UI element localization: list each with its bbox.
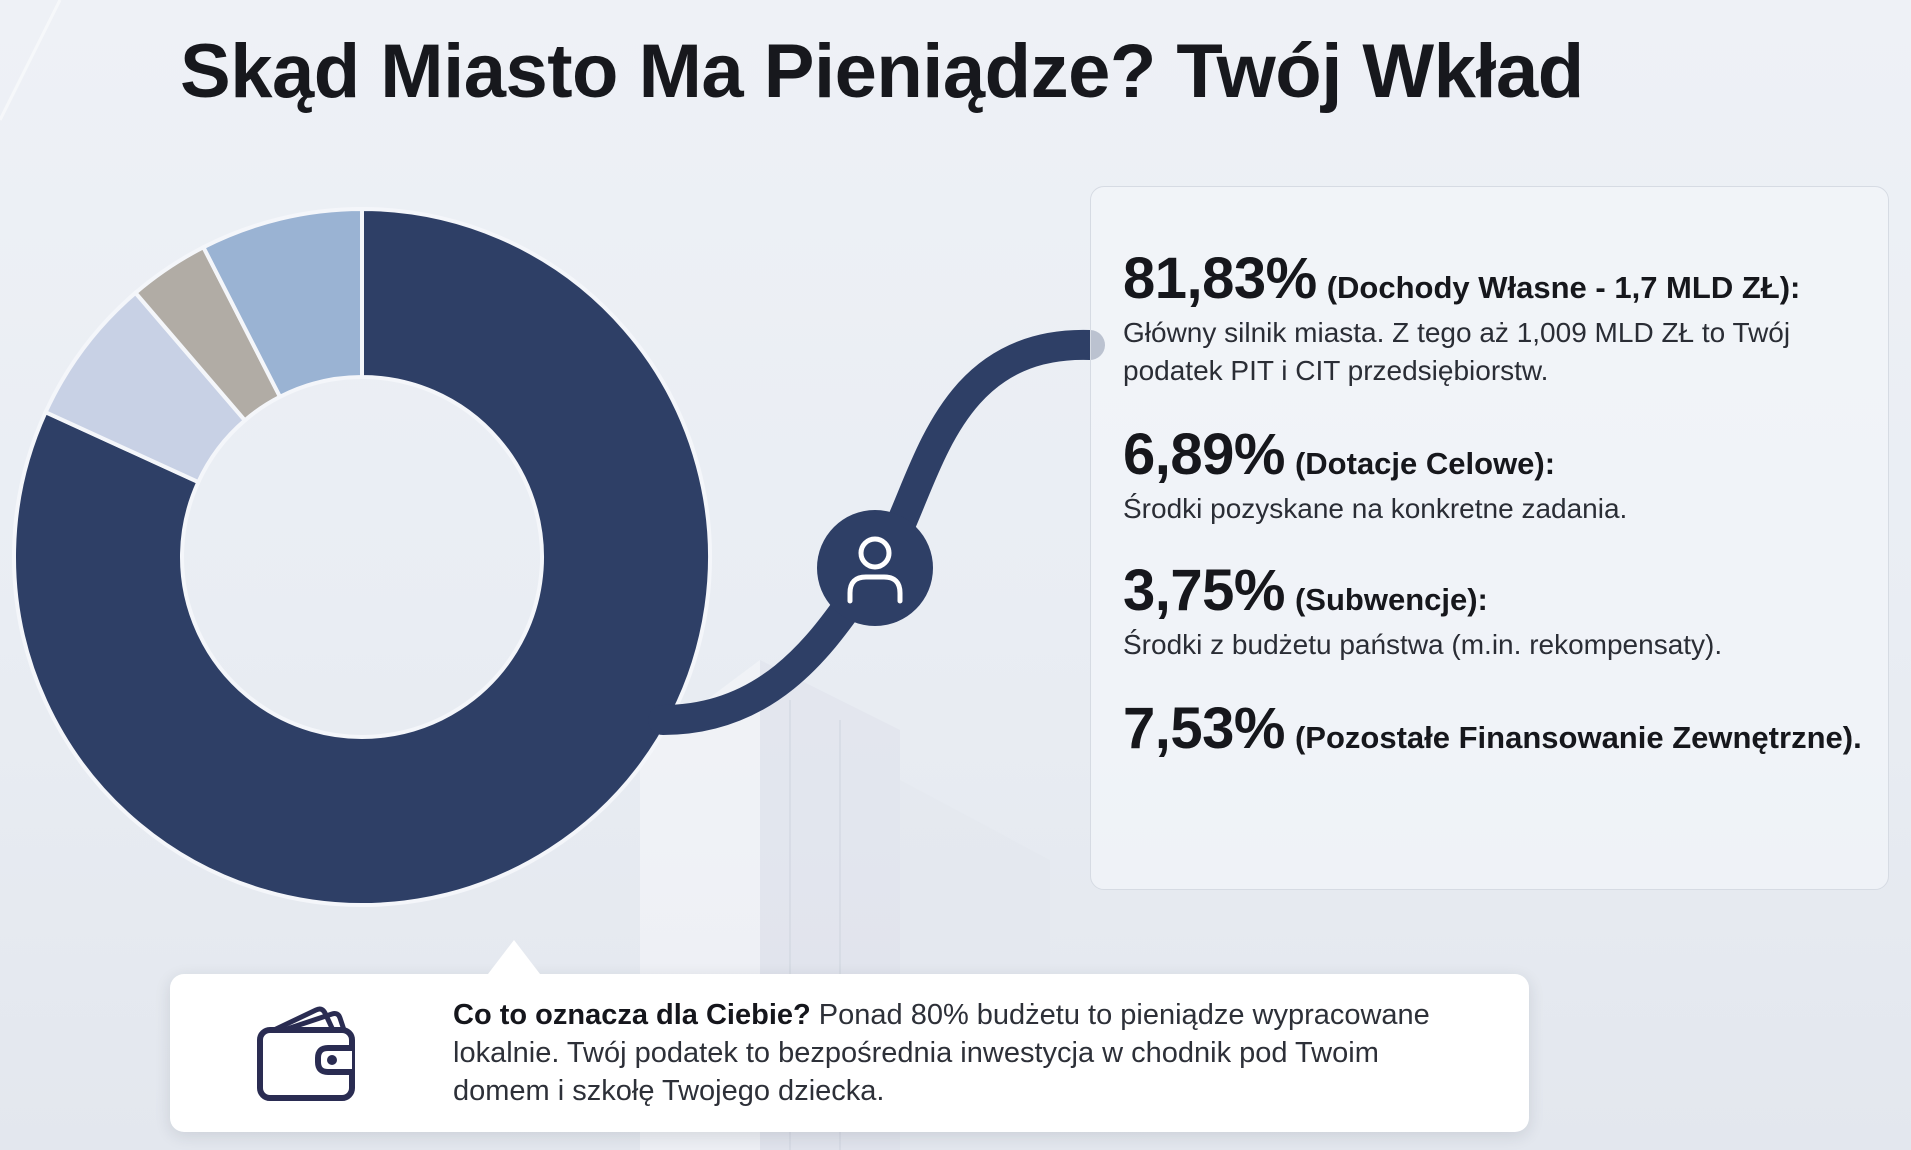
slice-dochody-wlasne [12,206,712,907]
legend-entry-pozostale: 7,53% (Pozostałe Finansowanie Zewnętrzne)… [1123,695,1868,762]
legend-description-dochody-wlasne: Główny silnik miasta. Z tego aż 1,009 ML… [1123,317,1791,386]
legend-label-dotacje-celowe: (Dotacje Celowe): [1294,446,1556,481]
legend-label-subwencje: (Subwencje): [1294,582,1488,617]
data-label-subwencje: 3,75% [1123,558,1285,623]
wallet-icon [257,1006,355,1101]
legend-description-subwencje: Środki z budżetu państwa (m.in. rekompen… [1123,629,1723,660]
page-title: Skąd Miasto Ma Pieniądze? Twój Wkład [180,29,1584,114]
data-label-dotacje-celowe: 6,89% [1123,422,1285,487]
legend-label-pozostale: (Pozostałe Finansowanie Zewnętrzne). [1294,720,1862,755]
legend-entry-dochody-wlasne: 81,83% (Dochody Własne - 1,7 MLD ZŁ): Głó… [1123,245,1868,390]
callout-text: Co to oznacza dla Ciebie? Ponad 80% budż… [453,996,1483,1110]
legend-description-dotacje-celowe: Środki pozyskane na konkretne zadania. [1123,493,1628,524]
legend-entry-subwencje: 3,75% (Subwencje): Środki z budżetu państ… [1123,557,1868,664]
callout-pointer [488,940,540,974]
data-label-pozostale: 7,53% [1123,696,1285,761]
legend-entry-dotacje-celowe: 6,89% (Dotacje Celowe): Środki pozyskane … [1123,421,1868,528]
legend-panel: 81,83% (Dochody Własne - 1,7 MLD ZŁ): Głó… [1090,186,1889,890]
legend-label-dochody-wlasne: (Dochody Własne - 1,7 MLD ZŁ): [1326,270,1801,305]
info-callout: Co to oznacza dla Ciebie? Ponad 80% budż… [170,940,1529,1132]
user-icon [817,510,933,626]
slice-pozostale [200,206,364,400]
callout-body: Ponad 80% budżetu to pieniądze wypracowa… [453,999,1430,1107]
data-label-dochody-wlasne: 81,83% [1123,246,1317,311]
callout-heading: Co to oznacza dla Ciebie? [453,999,811,1031]
